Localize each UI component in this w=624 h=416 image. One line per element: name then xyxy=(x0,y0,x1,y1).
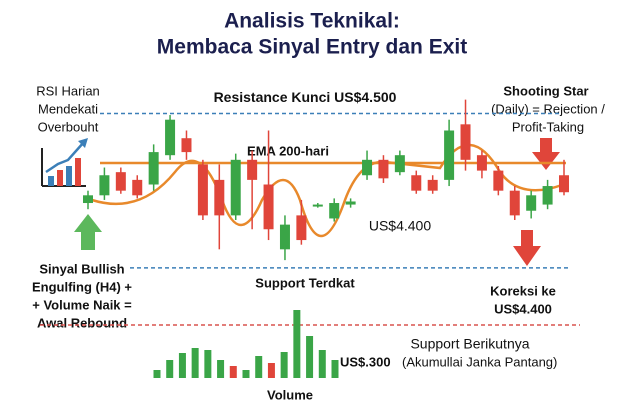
candle-body xyxy=(493,170,504,191)
candle-body xyxy=(394,155,405,173)
down-arrow xyxy=(532,138,560,170)
candle-body xyxy=(542,186,553,205)
candle-body xyxy=(83,195,93,204)
chart-title: Analisis Teknikal: xyxy=(224,10,400,33)
volume-bar xyxy=(306,336,314,378)
candle-body xyxy=(230,159,241,216)
candle-body xyxy=(214,179,225,216)
annotation: (Akumullai Janka Pantang) xyxy=(402,354,557,369)
annotation: Engulfing (H4) + xyxy=(32,279,132,294)
annotation: + Volume Naik = xyxy=(32,297,132,312)
candle-body xyxy=(476,155,487,171)
volume-bar xyxy=(166,360,174,378)
volume-bar xyxy=(293,310,301,378)
annotation: US$4.400 xyxy=(369,218,431,234)
candle-body xyxy=(296,215,307,241)
candle-body xyxy=(460,124,471,160)
candle-body xyxy=(444,130,455,180)
volume-bar xyxy=(229,366,237,378)
annotation: Koreksi ke xyxy=(490,283,556,298)
ema-label: EMA 200-hari xyxy=(247,143,329,158)
volume-bar xyxy=(178,353,186,378)
candle-body xyxy=(345,201,356,205)
annotation: US$.300 xyxy=(340,354,391,369)
volume-bar xyxy=(242,370,250,378)
candle-body xyxy=(197,164,208,216)
annotation: Awal Rebound xyxy=(37,315,127,330)
level-label: Support Terdkat xyxy=(255,275,355,290)
candle-body xyxy=(378,159,389,179)
candle-body xyxy=(559,175,569,193)
candle-body xyxy=(411,175,422,191)
annotation: Profit-Taking xyxy=(512,119,584,134)
chart-icon xyxy=(41,138,88,187)
annotation: Mendekati xyxy=(38,101,98,116)
candle-body xyxy=(509,190,520,216)
annotation: Shooting Star xyxy=(503,83,588,98)
volume-bar xyxy=(217,360,225,378)
volume-bar xyxy=(204,350,212,378)
volume-title: Volume xyxy=(267,387,313,402)
candle-body xyxy=(312,204,323,207)
chart-title: Membaca Sinyal Entry dan Exit xyxy=(157,36,467,59)
volume-bar xyxy=(267,363,275,378)
candle-body xyxy=(132,179,143,196)
annotation: (Daily) = Rejection / xyxy=(491,101,605,116)
candle-body xyxy=(427,179,438,191)
candle-body xyxy=(181,138,192,153)
candle-body xyxy=(329,203,340,219)
volume-bar xyxy=(255,356,263,378)
candle-body xyxy=(526,195,537,211)
level-label: Resistance Kunci US$4.500 xyxy=(214,89,397,105)
volume-bar xyxy=(318,350,326,378)
level-label: Support Berikutnya xyxy=(410,336,529,352)
annotation: US$4.400 xyxy=(494,301,552,316)
candle-body xyxy=(99,175,110,196)
candle-body xyxy=(362,159,373,176)
annotation: Overbouht xyxy=(38,119,99,134)
candle-body xyxy=(247,159,258,180)
price-wave xyxy=(91,143,563,237)
volume-bar xyxy=(280,352,288,378)
volume-bar xyxy=(331,360,339,378)
annotation: Sinyal Bullish xyxy=(39,261,124,276)
down-arrow xyxy=(513,230,541,266)
candle-body xyxy=(279,224,290,250)
volume-bar xyxy=(153,370,161,378)
volume-bar xyxy=(191,348,199,378)
candle-body xyxy=(115,172,126,191)
candle-body xyxy=(263,184,274,230)
candle-body xyxy=(165,119,176,156)
annotation: RSI Harian xyxy=(36,83,100,98)
candle-body xyxy=(148,152,159,185)
up-arrow xyxy=(74,214,102,250)
